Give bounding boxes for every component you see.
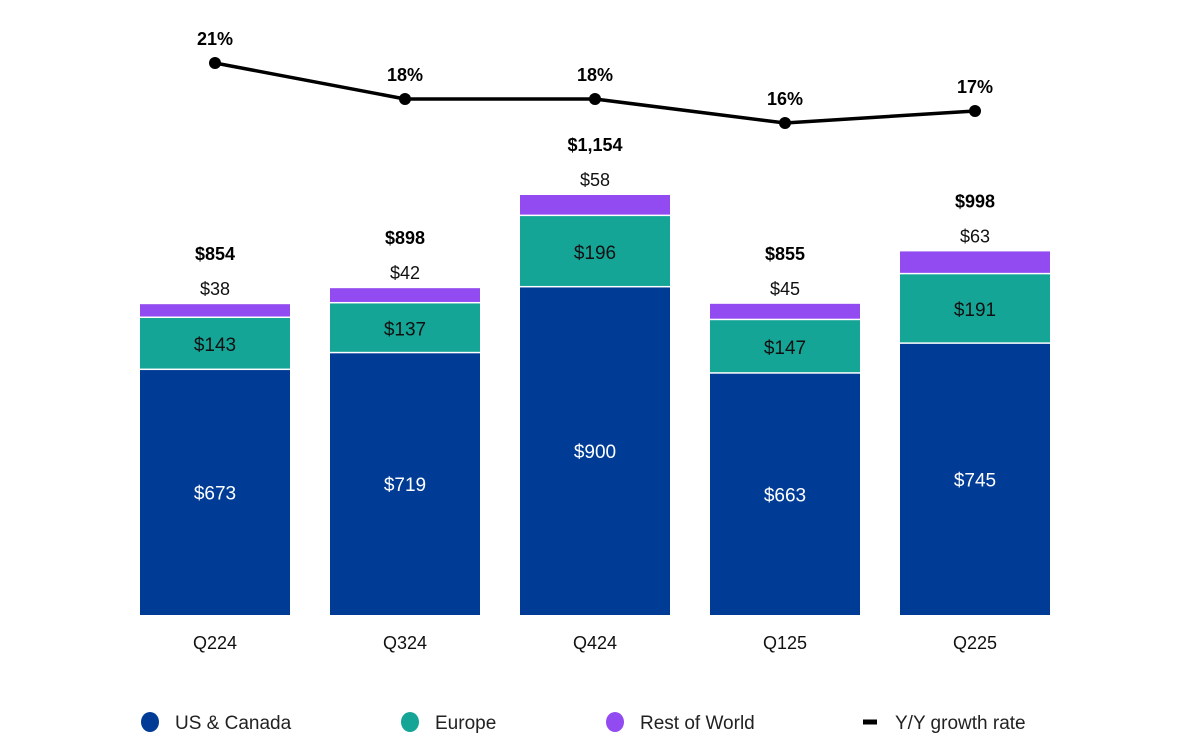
segment-value-label: $143	[194, 335, 236, 356]
growth-line-layer: 21% 18% 18% 16% 17%	[197, 29, 993, 129]
growth-rate-point	[209, 57, 221, 69]
x-axis-tick-label: Q324	[383, 633, 427, 653]
growth-rate-label: 18%	[577, 65, 613, 85]
bar-segment-us-canada	[710, 373, 860, 615]
segment-value-label: $58	[580, 170, 610, 190]
legend-label: Europe	[435, 713, 496, 734]
legend-label: Rest of World	[640, 713, 755, 734]
growth-rate-label: 17%	[957, 77, 993, 97]
total-value-label: $854	[195, 244, 235, 264]
segment-value-label: $38	[200, 279, 230, 299]
legend-marker-icon	[141, 712, 159, 732]
legend-label: Y/Y growth rate	[895, 713, 1026, 734]
bar-segment-rest-of-world	[330, 288, 480, 302]
segment-value-label: $63	[960, 226, 990, 246]
labels-layer: $673 $143 $38 $854 Q224 $719 $137 $42 $898 Q324 $9…	[193, 135, 997, 653]
growth-rate-label: 21%	[197, 29, 233, 49]
growth-rate-point	[779, 117, 791, 129]
bar-segment-rest-of-world	[710, 303, 860, 319]
segment-value-label: $719	[384, 475, 426, 496]
bar-segment-us-canada	[520, 287, 670, 615]
bar-segment-rest-of-world	[520, 195, 670, 215]
segment-value-label: $673	[194, 484, 236, 505]
segment-value-label: $663	[764, 485, 806, 506]
total-value-label: $855	[765, 244, 805, 264]
segment-value-label: $191	[954, 300, 996, 321]
segment-value-label: $137	[384, 319, 426, 340]
segment-value-label: $745	[954, 470, 996, 491]
segment-value-label: $196	[574, 243, 616, 264]
segment-value-label: $42	[390, 263, 420, 283]
bar-segment-europe	[330, 303, 480, 352]
bar-segment-europe	[140, 318, 290, 369]
legend: US & Canada Europe Rest of World Y/Y growth…	[141, 712, 1026, 734]
total-value-label: $998	[955, 191, 995, 211]
bar-segment-us-canada	[140, 370, 290, 615]
legend-label: US & Canada	[175, 713, 292, 734]
legend-marker-icon	[401, 712, 419, 732]
growth-rate-point	[969, 105, 981, 117]
growth-rate-point	[589, 93, 601, 105]
total-value-label: $898	[385, 228, 425, 248]
bar-segment-europe	[900, 274, 1050, 343]
x-axis-tick-label: Q125	[763, 633, 807, 653]
legend-marker-icon	[606, 712, 624, 732]
growth-rate-label: 18%	[387, 65, 423, 85]
bar-segment-rest-of-world	[900, 251, 1050, 273]
bar-segment-us-canada	[330, 353, 480, 615]
bar-segment-europe	[520, 216, 670, 286]
segment-value-label: $147	[764, 338, 806, 359]
growth-rate-label: 16%	[767, 89, 803, 109]
legend-line-icon	[863, 719, 877, 725]
bars-layer	[140, 195, 1050, 615]
x-axis-tick-label: Q224	[193, 633, 237, 653]
growth-rate-point	[399, 93, 411, 105]
segment-value-label: $900	[574, 442, 616, 463]
bar-segment-europe	[710, 320, 860, 373]
segment-value-label: $45	[770, 279, 800, 299]
x-axis-tick-label: Q225	[953, 633, 997, 653]
x-axis-tick-label: Q424	[573, 633, 617, 653]
bar-segment-us-canada	[900, 343, 1050, 615]
total-value-label: $1,154	[567, 135, 622, 155]
bar-segment-rest-of-world	[140, 304, 290, 317]
